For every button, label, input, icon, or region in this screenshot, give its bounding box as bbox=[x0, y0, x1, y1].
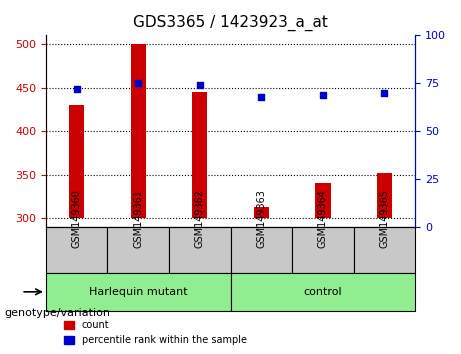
FancyBboxPatch shape bbox=[292, 227, 354, 273]
Bar bbox=[192, 92, 207, 218]
Text: Harlequin mutant: Harlequin mutant bbox=[89, 287, 188, 297]
Point bbox=[135, 80, 142, 86]
FancyBboxPatch shape bbox=[230, 227, 292, 273]
Legend: count, percentile rank within the sample: count, percentile rank within the sample bbox=[60, 316, 250, 349]
Bar bbox=[377, 173, 392, 218]
Bar bbox=[130, 44, 146, 218]
FancyBboxPatch shape bbox=[46, 273, 231, 311]
FancyBboxPatch shape bbox=[46, 227, 107, 273]
Text: GSM149360: GSM149360 bbox=[71, 189, 82, 248]
Text: GSM149365: GSM149365 bbox=[379, 189, 390, 248]
FancyBboxPatch shape bbox=[169, 227, 230, 273]
Text: GSM149363: GSM149363 bbox=[256, 189, 266, 248]
Text: GSM149361: GSM149361 bbox=[133, 189, 143, 248]
Text: genotype/variation: genotype/variation bbox=[5, 308, 111, 318]
Point bbox=[381, 90, 388, 96]
Point bbox=[258, 94, 265, 99]
Text: control: control bbox=[304, 287, 342, 297]
Bar bbox=[69, 105, 84, 218]
FancyBboxPatch shape bbox=[354, 227, 415, 273]
FancyBboxPatch shape bbox=[230, 273, 415, 311]
Text: GSM149362: GSM149362 bbox=[195, 189, 205, 248]
Point bbox=[319, 92, 326, 98]
Point bbox=[196, 82, 203, 88]
Bar bbox=[254, 207, 269, 218]
Point bbox=[73, 86, 80, 92]
Text: GSM149364: GSM149364 bbox=[318, 189, 328, 248]
FancyBboxPatch shape bbox=[107, 227, 169, 273]
Title: GDS3365 / 1423923_a_at: GDS3365 / 1423923_a_at bbox=[133, 15, 328, 31]
Bar bbox=[315, 183, 331, 218]
